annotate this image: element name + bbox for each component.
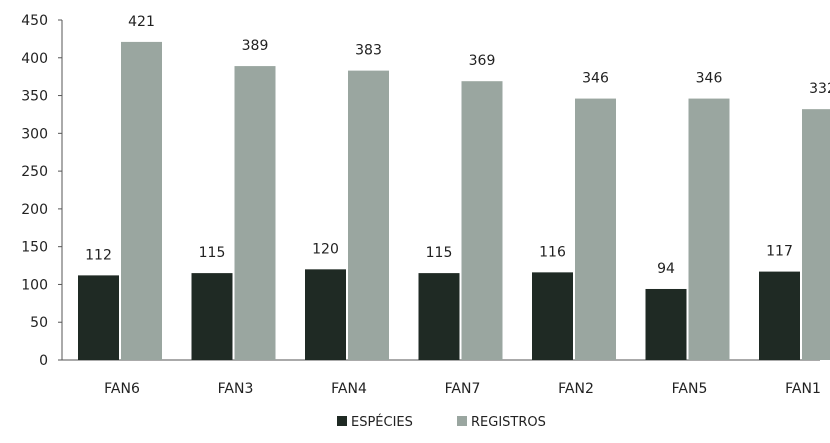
bar-registros-fan5 bbox=[688, 98, 730, 361]
bar-especies-fan7 bbox=[418, 273, 460, 360]
legend-label-registros: REGISTROS bbox=[471, 415, 546, 430]
bar-especies-fan5 bbox=[645, 288, 687, 360]
y-tick-label: 200 bbox=[21, 202, 48, 218]
x-tick-label: FAN5 bbox=[672, 381, 708, 397]
bar-registros-fan4 bbox=[348, 70, 389, 360]
data-label: 117 bbox=[766, 244, 793, 260]
bar-especies-fan4 bbox=[305, 269, 346, 360]
data-label: 421 bbox=[128, 14, 155, 30]
data-label: 115 bbox=[199, 245, 226, 261]
legend-swatch-registros bbox=[457, 416, 467, 426]
y-tick-label: 400 bbox=[21, 51, 48, 67]
y-tick-label: 0 bbox=[39, 353, 48, 369]
data-label: 94 bbox=[657, 261, 675, 277]
bar-registros-fan7 bbox=[461, 81, 503, 360]
bar-registros-fan3 bbox=[234, 66, 276, 360]
data-label: 116 bbox=[539, 244, 566, 260]
y-tick-label: 350 bbox=[21, 89, 48, 105]
data-labels: 112 421 115 389 120 383 115 369 116 346 94 346 117 33… bbox=[85, 14, 830, 277]
data-label: 115 bbox=[426, 245, 453, 261]
y-tick-label: 250 bbox=[21, 164, 48, 180]
data-label: 346 bbox=[696, 71, 723, 87]
x-tick-label: FAN6 bbox=[104, 381, 140, 397]
data-label: 389 bbox=[242, 38, 269, 54]
data-label: 346 bbox=[582, 71, 609, 87]
bars bbox=[78, 41, 830, 361]
bar-registros-fan1 bbox=[802, 109, 830, 361]
bar-registros-fan2 bbox=[575, 98, 616, 361]
x-tick-label: FAN7 bbox=[445, 381, 481, 397]
legend: ESPÉCIES REGISTROS bbox=[337, 414, 546, 430]
data-label: 383 bbox=[355, 43, 382, 59]
x-tick-label: FAN2 bbox=[558, 381, 594, 397]
y-tick-label: 450 bbox=[21, 13, 48, 29]
data-label: 112 bbox=[85, 247, 112, 263]
data-label: 120 bbox=[312, 241, 339, 257]
y-tick-label: 50 bbox=[30, 315, 48, 331]
y-tick-label: 100 bbox=[21, 277, 48, 293]
bar-especies-fan6 bbox=[78, 275, 119, 360]
legend-swatch-especies bbox=[337, 416, 347, 426]
data-label: 332 bbox=[809, 81, 830, 97]
x-tick-label: FAN4 bbox=[331, 381, 367, 397]
y-tick-label: 150 bbox=[21, 240, 48, 256]
bar-especies-fan3 bbox=[191, 273, 233, 360]
bar-especies-fan2 bbox=[532, 272, 573, 360]
data-label: 369 bbox=[469, 53, 496, 69]
x-axis: FAN6 FAN3 FAN4 FAN7 FAN2 FAN5 FAN1 bbox=[62, 359, 821, 397]
y-axis: 0 50 100 150 200 250 300 350 400 450 bbox=[21, 13, 63, 369]
bar-especies-fan1 bbox=[759, 271, 800, 360]
legend-label-especies: ESPÉCIES bbox=[351, 414, 413, 430]
x-tick-label: FAN3 bbox=[218, 381, 254, 397]
y-tick-label: 300 bbox=[21, 126, 48, 142]
x-tick-label: FAN1 bbox=[785, 381, 821, 397]
bar-registros-fan6 bbox=[121, 41, 162, 361]
